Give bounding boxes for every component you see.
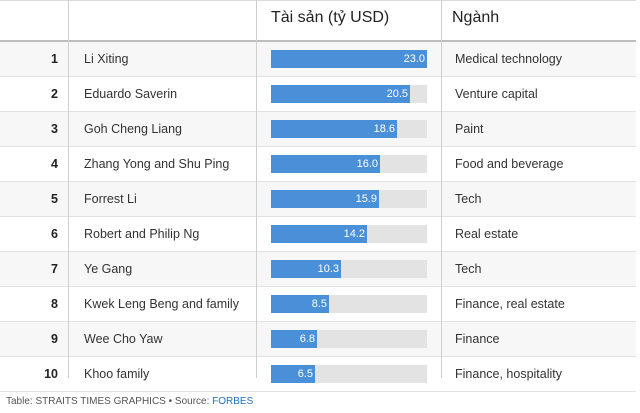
bar-track: 18.6	[271, 120, 427, 138]
wealth-bar	[271, 155, 380, 173]
wealth-bar	[271, 295, 329, 313]
header-wealth: Tài sản (tỷ USD)	[271, 9, 390, 26]
footer-source-link[interactable]: FORBES	[212, 396, 254, 407]
wealth-bar	[271, 330, 317, 348]
bar-track: 8.5	[271, 295, 427, 313]
wealth-bar	[271, 225, 367, 243]
name-cell: Kwek Leng Beng and family	[84, 297, 239, 311]
wealth-value-label: 18.6	[373, 123, 395, 135]
rank-cell: 6	[51, 227, 58, 241]
bar-track: 16.0	[271, 155, 427, 173]
sector-cell: Venture capital	[455, 87, 538, 101]
sector-cell: Medical technology	[455, 52, 563, 66]
column-divider	[68, 0, 69, 378]
table-row: 2 Eduardo Saverin 20.5 Venture capital	[0, 77, 636, 112]
rank-cell: 1	[51, 52, 58, 66]
sector-cell: Finance, real estate	[455, 297, 565, 311]
name-cell: Goh Cheng Liang	[84, 122, 182, 136]
name-cell: Robert and Philip Ng	[84, 227, 200, 241]
wealth-bar	[271, 50, 427, 68]
name-cell: Eduardo Saverin	[84, 87, 178, 101]
name-cell: Wee Cho Yaw	[84, 332, 163, 346]
table-row: 8 Kwek Leng Beng and family 8.5 Finance, re…	[0, 287, 636, 322]
bar-track: 20.5	[271, 85, 427, 103]
wealth-bar	[271, 190, 379, 208]
wealth-value-label: 6.5	[297, 368, 313, 380]
table-row: 9 Wee Cho Yaw 6.8 Finance	[0, 322, 636, 357]
wealth-value-label: 15.9	[355, 193, 377, 205]
wealth-value-label: 16.0	[356, 158, 378, 170]
rich-list-table: Tài sản (tỷ USD) Ngành 1 Li Xiting 23.0 Med…	[0, 0, 636, 392]
bar-track: 15.9	[271, 190, 427, 208]
wealth-value-label: 10.3	[317, 263, 339, 275]
rank-cell: 2	[51, 87, 58, 101]
wealth-bar	[271, 120, 397, 138]
rank-cell: 8	[51, 297, 58, 311]
table-row: 3 Goh Cheng Liang 18.6 Paint	[0, 112, 636, 147]
sector-cell: Real estate	[455, 227, 519, 241]
name-cell: Khoo family	[84, 367, 150, 381]
table-row: 10 Khoo family 6.5 Finance, hospitality	[0, 357, 636, 392]
name-cell: Li Xiting	[84, 52, 129, 66]
wealth-bar	[271, 365, 315, 383]
sector-cell: Finance, hospitality	[455, 367, 563, 381]
wealth-bar	[271, 260, 341, 278]
table-row: 1 Li Xiting 23.0 Medical technology	[0, 42, 636, 77]
table-body: 1 Li Xiting 23.0 Medical technology 2 Eduardo…	[0, 42, 636, 392]
column-divider	[256, 0, 257, 378]
wealth-bar	[271, 85, 410, 103]
footer-prefix: Table: STRAITS TIMES GRAPHICS • Source:	[6, 396, 213, 407]
sector-cell: Finance	[455, 332, 500, 346]
wealth-value-label: 6.8	[299, 333, 315, 345]
table-row: 6 Robert and Philip Ng 14.2 Real estate	[0, 217, 636, 252]
rank-cell: 9	[51, 332, 58, 346]
rank-cell: 10	[44, 367, 58, 381]
sector-cell: Tech	[455, 192, 482, 206]
bar-track: 6.8	[271, 330, 427, 348]
bar-track: 23.0	[271, 50, 427, 68]
rank-cell: 7	[51, 262, 58, 276]
bar-track: 6.5	[271, 365, 427, 383]
rank-cell: 3	[51, 122, 58, 136]
rank-cell: 4	[51, 157, 58, 171]
name-cell: Ye Gang	[84, 262, 133, 276]
table-row: 4 Zhang Yong and Shu Ping 16.0 Food and bev…	[0, 147, 636, 182]
table-row: 7 Ye Gang 10.3 Tech	[0, 252, 636, 287]
rank-cell: 5	[51, 192, 58, 206]
wealth-value-label: 14.2	[343, 228, 365, 240]
wealth-value-label: 23.0	[403, 53, 425, 65]
wealth-value-label: 8.5	[311, 298, 327, 310]
bar-track: 10.3	[271, 260, 427, 278]
name-cell: Forrest Li	[84, 192, 137, 206]
sector-cell: Food and beverage	[455, 157, 564, 171]
table-row: 5 Forrest Li 15.9 Tech	[0, 182, 636, 217]
table-header: Tài sản (tỷ USD) Ngành	[0, 0, 636, 42]
wealth-value-label: 20.5	[386, 88, 408, 100]
bar-track: 14.2	[271, 225, 427, 243]
name-cell: Zhang Yong and Shu Ping	[84, 157, 230, 171]
footer-credit: Table: STRAITS TIMES GRAPHICS • Source: …	[6, 396, 253, 407]
column-divider	[441, 0, 442, 378]
sector-cell: Paint	[455, 122, 484, 136]
sector-cell: Tech	[455, 262, 482, 276]
header-sector: Ngành	[452, 9, 500, 26]
